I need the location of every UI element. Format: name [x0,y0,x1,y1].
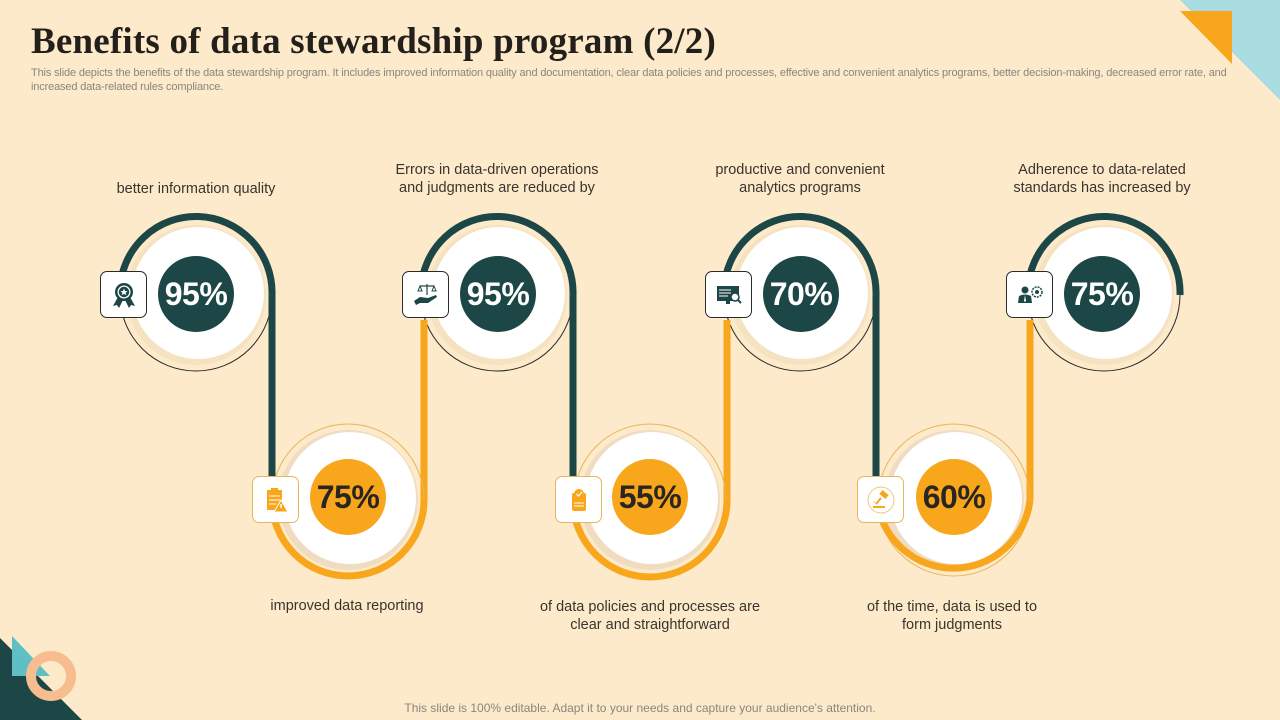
benefit-value-3: 95% [460,256,536,332]
page-description: This slide depicts the benefits of the d… [31,67,1227,93]
monitor-analytics-icon-box [705,271,752,318]
benefit-value-5: 70% [763,256,839,332]
benefit-value-2: 75% [310,459,386,535]
gavel-icon-box [857,476,904,523]
benefit-value-7: 75% [1064,256,1140,332]
hand-scales-icon [413,283,437,305]
benefit-label-1: better information quality [116,181,276,197]
clipboard-check-icon [571,488,586,511]
benefit-value-1: 95% [158,256,234,332]
monitor-analytics-icon [716,285,742,304]
benefit-label-2: improved data reporting [270,598,424,614]
benefit-label-4: of data policies and processes are clear… [539,599,761,633]
top-right-decoration [1180,0,1280,100]
hand-scales-icon-box [402,271,449,318]
benefit-value-4: 55% [612,459,688,535]
benefit-value-6: 60% [916,459,992,535]
benefit-label-7: Adherence to data-related standards has … [1013,162,1191,196]
page-title: Benefits of data stewardship program (2/… [31,21,716,62]
report-warning-icon-box [252,476,299,523]
report-warning-icon [266,487,289,512]
benefit-label-6: of the time, data is used to form judgme… [866,599,1038,633]
businessman-gear-icon-box [1006,271,1053,318]
gavel-icon [867,486,894,513]
award-badge-icon [112,282,135,308]
businessman-gear-icon [1017,285,1043,303]
clipboard-check-icon-box [555,476,602,523]
bottom-left-decoration [0,636,82,720]
award-badge-icon-box [100,271,147,318]
footer-note: This slide is 100% editable. Adapt it to… [404,701,876,715]
benefit-label-5: productive and convenient analytics prog… [715,162,885,196]
benefit-label-3: Errors in data-driven operations and jud… [395,162,599,196]
